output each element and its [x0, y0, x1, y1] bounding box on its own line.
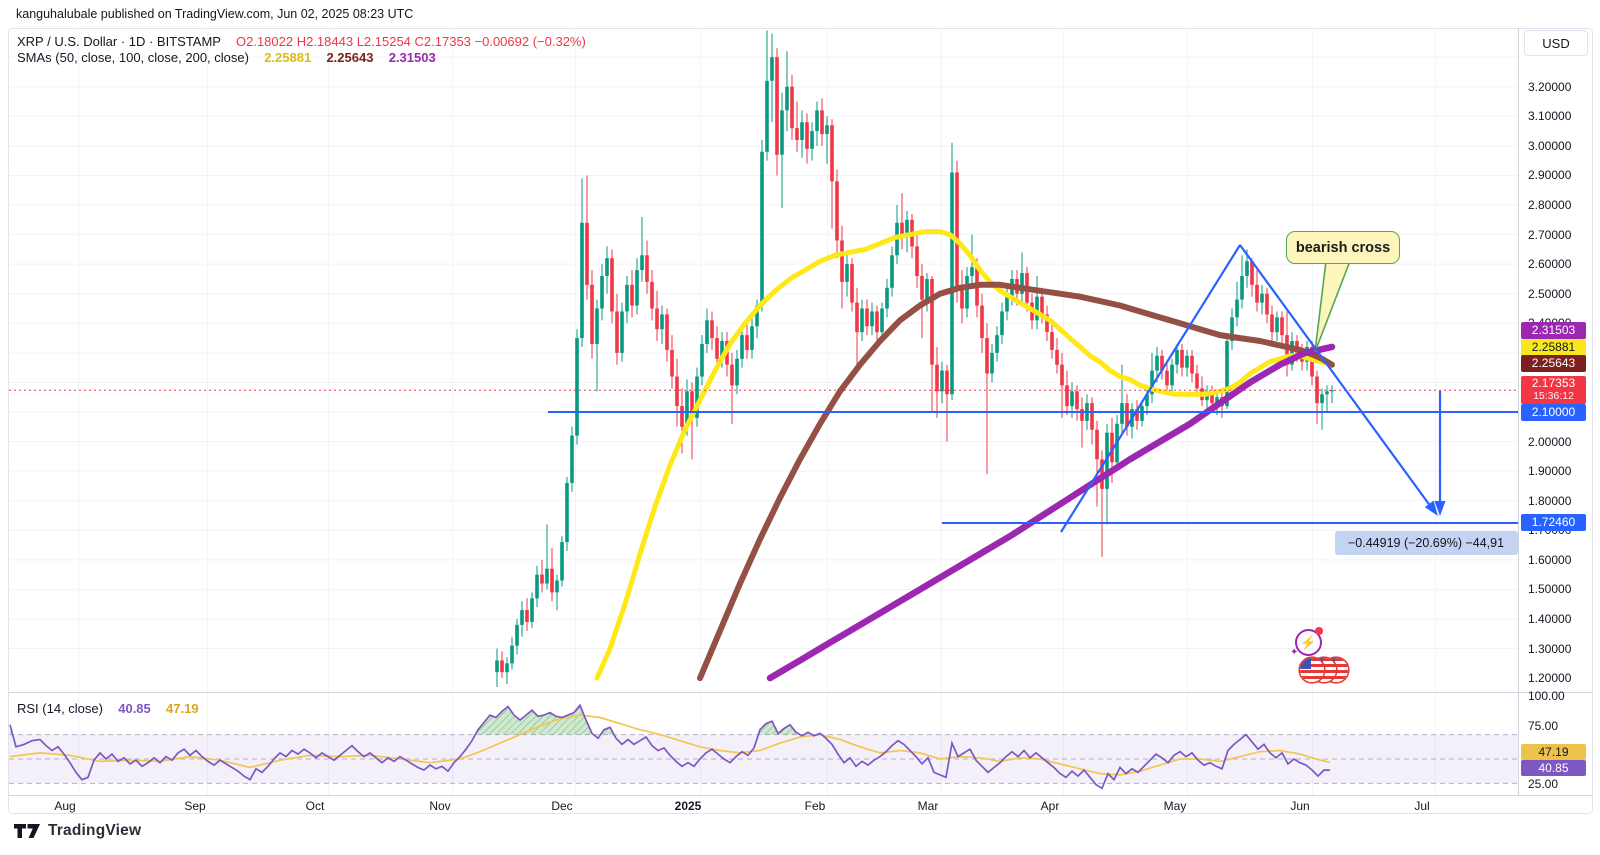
price-badge: 2.31503: [1521, 321, 1586, 339]
rsi-legend: RSI (14, close) 40.85 47.19: [17, 701, 199, 716]
symbol-row: XRP / U.S. Dollar · 1D · BITSTAMP O2.180…: [17, 34, 586, 49]
price-tick: 2.00000: [1528, 434, 1572, 449]
price-tick: 1.50000: [1528, 582, 1572, 597]
time-axis-label: Dec: [551, 799, 573, 813]
rsi-tick: 25.00: [1528, 777, 1559, 791]
rsi-value: 40.85: [118, 701, 151, 716]
price-tick: 2.90000: [1528, 168, 1572, 183]
measure-arrowhead: [1434, 501, 1446, 516]
event-alert-dot: [1315, 627, 1323, 635]
price-badge: 2.10000: [1521, 403, 1586, 421]
us-flag-event-icon[interactable]: [1300, 658, 1324, 682]
price-tick: 3.20000: [1528, 79, 1572, 94]
price-badge: 40.85: [1521, 760, 1586, 776]
price-badge: 2.17353 15:36:12: [1521, 376, 1586, 404]
time-axis-label: Aug: [54, 799, 76, 813]
price-tick: 1.90000: [1528, 464, 1572, 479]
rsi-label: RSI (14, close): [17, 701, 103, 716]
sma50-value: 2.25881: [264, 50, 312, 65]
price-badge: 2.25881: [1521, 338, 1586, 356]
tradingview-attribution[interactable]: TradingView: [14, 820, 141, 842]
sma50-line: [594, 229, 1335, 681]
price-tick: 1.60000: [1528, 552, 1572, 567]
price-tick: 2.80000: [1528, 198, 1572, 212]
time-axis-label: 2025: [674, 799, 702, 813]
symbol-name: XRP / U.S. Dollar: [17, 34, 118, 49]
price-tick: 1.30000: [1528, 641, 1572, 656]
price-badge: 47.19: [1521, 744, 1586, 760]
time-axis-label: Nov: [429, 799, 451, 813]
time-axis-label: Jul: [1414, 799, 1430, 813]
sma100-value: 2.25643: [326, 50, 374, 65]
rsi-band: [9, 734, 1518, 784]
chart-widget-border: [8, 28, 1593, 814]
ohlc-values: O2.18022 H2.18443 L2.15254 C2.17353 −0.0…: [235, 34, 586, 49]
bearish-cross-callout[interactable]: bearish cross: [1286, 231, 1400, 264]
price-tick: 3.00000: [1528, 138, 1572, 153]
sma100-line: [697, 281, 1335, 682]
price-tick: 1.80000: [1528, 493, 1572, 508]
symbol-meta: · 1D · BITSTAMP: [120, 34, 221, 49]
sma-label: SMAs (50, close, 100, close, 200, close): [17, 50, 249, 65]
price-tick: 2.70000: [1528, 227, 1572, 242]
rsi-tick: 75.00: [1528, 719, 1559, 733]
sma-row: SMAs (50, close, 100, close, 200, close)…: [17, 50, 586, 65]
sma200-value: 2.31503: [388, 50, 436, 65]
trendline-arrowhead: [1424, 500, 1438, 516]
tradingview-logo-icon: [14, 824, 40, 838]
currency-toggle-button[interactable]: USD: [1524, 30, 1588, 56]
rsi-ma-value: 47.19: [166, 701, 199, 716]
time-axis-label: Mar: [917, 799, 939, 813]
time-axis-label: Jun: [1290, 799, 1310, 813]
sparkle-icon: ✦: [1290, 647, 1299, 658]
tradingview-brand-text: TradingView: [48, 822, 142, 839]
rsi-line: [9, 703, 1331, 790]
time-axis-label: Oct: [305, 799, 325, 813]
event-lightning-icon[interactable]: ⚡ ✦: [1290, 627, 1323, 658]
price-tick: 3.10000: [1528, 109, 1572, 124]
time-axis-label: May: [1163, 799, 1187, 813]
time-axis-label: Feb: [804, 799, 826, 813]
publisher-attribution: kanguhalubale published on TradingView.c…: [16, 7, 414, 21]
price-tick: 2.50000: [1528, 286, 1572, 301]
price-tick: 1.40000: [1528, 611, 1572, 626]
time-axis-label: Apr: [1040, 799, 1060, 813]
price-tick: 1.20000: [1528, 671, 1572, 686]
price-badge: 1.72460: [1521, 513, 1586, 531]
price-badge: 2.25643: [1521, 354, 1586, 372]
price-range-measurement-label[interactable]: −0.44919 (−20.69%) −44,91: [1335, 531, 1518, 555]
chart-legend: XRP / U.S. Dollar · 1D · BITSTAMP O2.180…: [17, 34, 586, 66]
price-tick: 2.60000: [1528, 257, 1572, 272]
time-axis-label: Sep: [184, 799, 206, 813]
sma200-line: [766, 343, 1336, 682]
rsi-tick: 100.00: [1528, 689, 1565, 703]
trendlines: [1060, 244, 1442, 533]
